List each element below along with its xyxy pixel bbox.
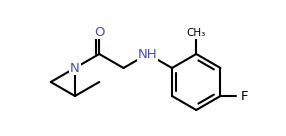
- Text: F: F: [241, 89, 248, 103]
- Text: N: N: [70, 61, 80, 75]
- Text: NH: NH: [138, 47, 158, 61]
- Text: O: O: [94, 26, 104, 38]
- Text: CH₃: CH₃: [187, 28, 206, 38]
